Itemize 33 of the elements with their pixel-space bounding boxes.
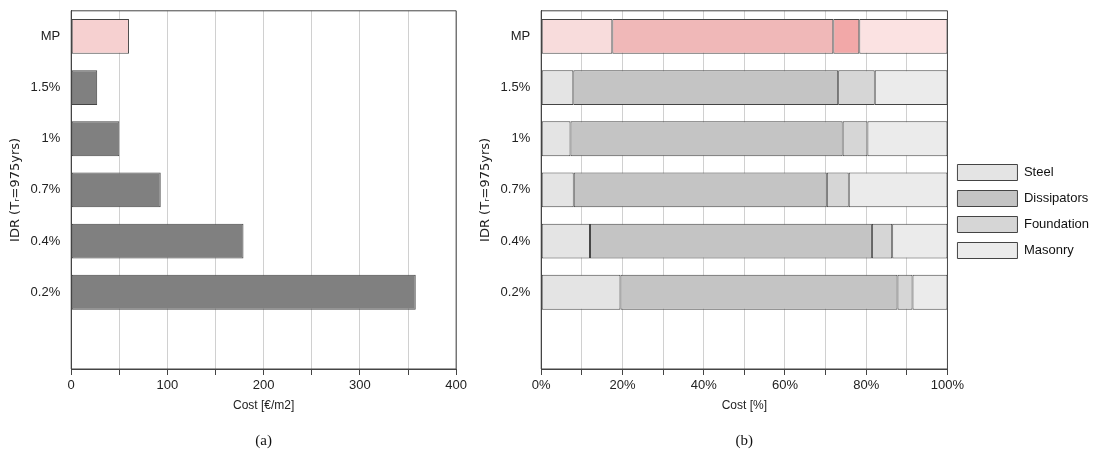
- text: (b): [735, 432, 754, 449]
- x-tick-label: 400: [445, 377, 468, 393]
- y-axis-title: IDR (Tᵣ=975yrs): [477, 137, 493, 242]
- x-tick-label: 0%: [531, 377, 552, 393]
- x-axis-title: Cost [%]: [721, 398, 768, 413]
- x-tick-label: 100: [156, 377, 179, 393]
- text: (a): [255, 432, 273, 449]
- y-axis-title: IDR (Tᵣ=975yrs): [7, 137, 23, 242]
- y-tick-label: MP: [40, 27, 61, 43]
- x-tick-label: 40%: [690, 377, 718, 393]
- y-tick-label: MP: [510, 27, 531, 43]
- y-tick-label: 0.2%: [500, 283, 531, 299]
- y-tick-label: 0.4%: [30, 232, 61, 248]
- legend-label: Masonry: [1023, 242, 1075, 258]
- legend-label: Steel: [1023, 164, 1054, 180]
- x-tick-label: 200: [252, 377, 275, 393]
- x-tick-label: 80%: [853, 377, 880, 393]
- y-tick-label: 1.5%: [30, 79, 61, 95]
- y-tick-label: 0.7%: [30, 181, 61, 197]
- y-tick-label: 1%: [511, 130, 531, 146]
- x-tick-label: 20%: [609, 377, 636, 393]
- x-tick-label: 0: [67, 377, 75, 393]
- x-tick-label: 100%: [930, 377, 965, 393]
- y-tick-label: 0.4%: [500, 232, 531, 248]
- y-tick-label: 0.2%: [30, 283, 61, 299]
- y-tick-label: 1%: [41, 130, 61, 146]
- y-tick-label: 1.5%: [500, 79, 531, 95]
- legend-label: Foundation: [1023, 216, 1090, 232]
- x-tick-label: 300: [349, 377, 371, 393]
- x-tick-label: 60%: [771, 377, 799, 393]
- legend-label: Dissipators: [1023, 190, 1089, 206]
- x-axis-title: Cost [€/m2]: [233, 398, 295, 413]
- y-tick-label: 0.7%: [500, 181, 531, 197]
